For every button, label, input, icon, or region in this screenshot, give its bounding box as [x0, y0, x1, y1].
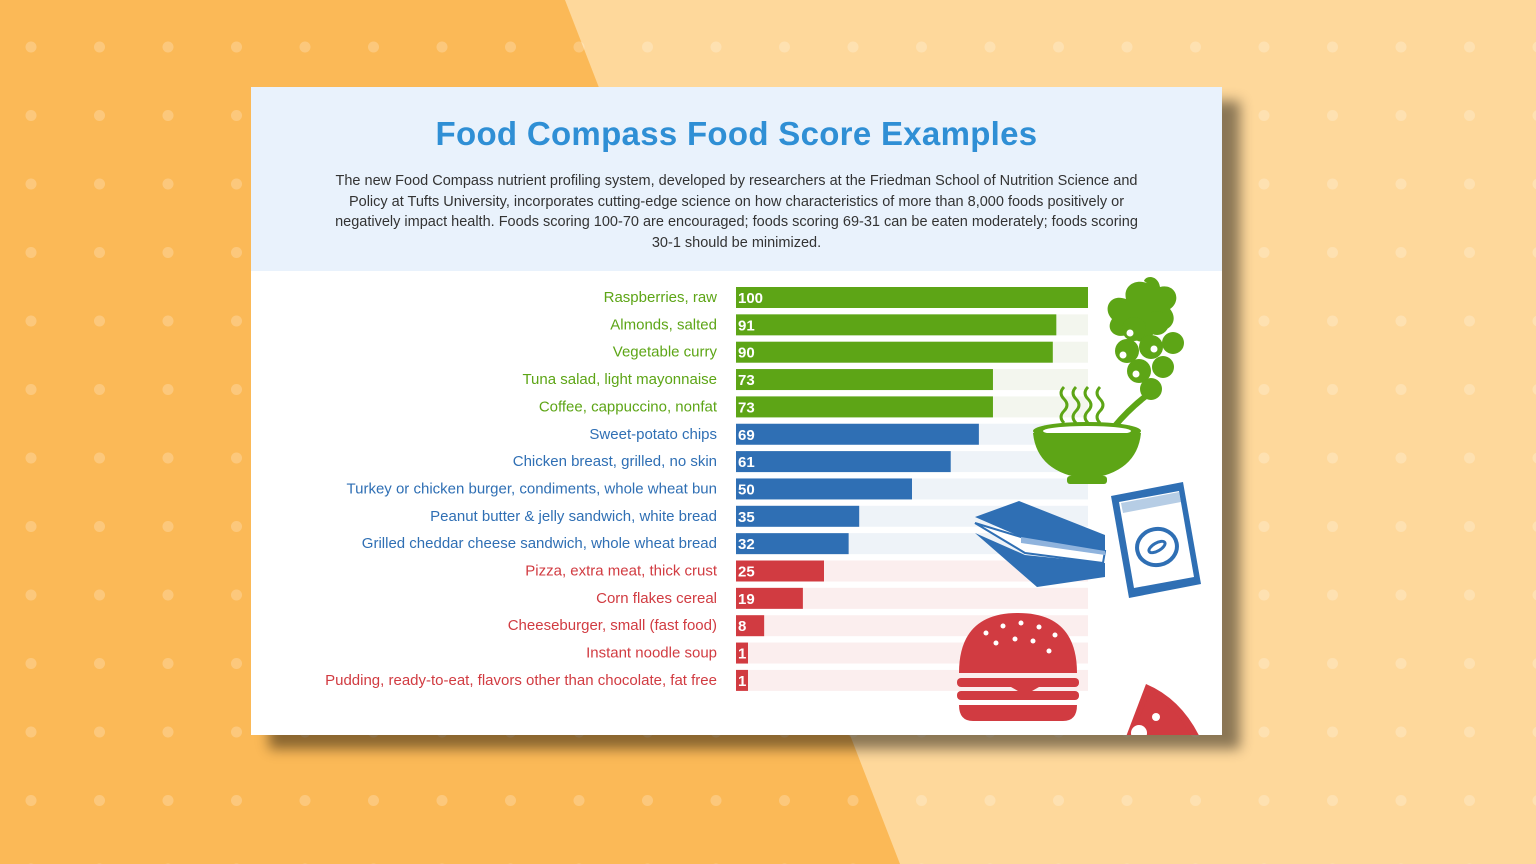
- bar-track: [736, 587, 1088, 609]
- bar-value-label: 19: [738, 591, 755, 608]
- category-label: Raspberries, raw: [604, 289, 718, 306]
- bar: [736, 451, 951, 473]
- bar: [736, 560, 824, 582]
- bar: [736, 533, 849, 555]
- bar: [736, 669, 748, 691]
- bar-value-label: 91: [738, 317, 755, 334]
- bar-value-label: 100: [738, 290, 763, 307]
- category-label: Almonds, salted: [610, 316, 717, 333]
- bar: [736, 615, 765, 637]
- bar: [736, 505, 860, 527]
- chart-title: Food Compass Food Score Examples: [435, 115, 1038, 152]
- bar-value-label: 1: [738, 646, 746, 663]
- card-header: Food Compass Food Score Examples The new…: [251, 87, 1222, 271]
- category-label: Peanut butter & jelly sandwich, white br…: [430, 508, 717, 525]
- bar-value-label: 73: [738, 372, 755, 389]
- bar: [736, 396, 993, 418]
- category-label: Vegetable curry: [613, 344, 718, 361]
- chips-bag-icon: [1111, 482, 1201, 598]
- score-bar-chart: 100 Raspberries, raw 91 Almonds, salted 90 Ve…: [325, 277, 1201, 735]
- bar: [736, 642, 748, 664]
- bar: [736, 341, 1053, 363]
- pizza-slice-icon: [1126, 684, 1199, 735]
- bar-value-label: 73: [738, 399, 755, 416]
- category-label: Grilled cheddar cheese sandwich, whole w…: [362, 535, 717, 552]
- grapes-icon: [1107, 277, 1184, 400]
- category-label: Corn flakes cereal: [596, 590, 717, 607]
- bar-value-label: 32: [738, 536, 755, 553]
- sandwich-icon: [974, 501, 1107, 587]
- bar-value-label: 50: [738, 481, 755, 498]
- category-label: Pudding, ready-to-eat, flavors other tha…: [325, 672, 717, 689]
- category-label: Chicken breast, grilled, no skin: [513, 453, 717, 470]
- category-label: Turkey or chicken burger, condiments, wh…: [347, 480, 717, 497]
- bar-value-label: 25: [738, 564, 755, 581]
- infographic-card: Food Compass Food Score Examples The new…: [251, 87, 1222, 735]
- bar-value-label: 8: [738, 618, 746, 635]
- bar-value-label: 35: [738, 509, 755, 526]
- category-label: Pizza, extra meat, thick crust: [525, 563, 718, 580]
- category-label: Tuna salad, light mayonnaise: [522, 371, 717, 388]
- bar: [736, 287, 1088, 308]
- bar-value-label: 1: [738, 673, 746, 690]
- category-label: Instant noodle soup: [586, 645, 717, 662]
- bar-value-label: 69: [738, 427, 755, 444]
- category-label: Coffee, cappuccino, nonfat: [539, 398, 718, 415]
- bar: [736, 423, 979, 445]
- soup-bowl-icon: [1033, 384, 1161, 484]
- category-label: Cheeseburger, small (fast food): [508, 617, 717, 634]
- category-label: Sweet-potato chips: [589, 426, 717, 443]
- bar: [736, 314, 1057, 336]
- bar: [736, 369, 993, 391]
- bar: [736, 478, 912, 500]
- bar: [736, 587, 803, 609]
- bar-value-label: 61: [738, 454, 755, 471]
- burger-icon: [957, 613, 1079, 721]
- bar-value-label: 90: [738, 345, 755, 362]
- chart-description: The new Food Compass nutrient profiling …: [335, 173, 1138, 252]
